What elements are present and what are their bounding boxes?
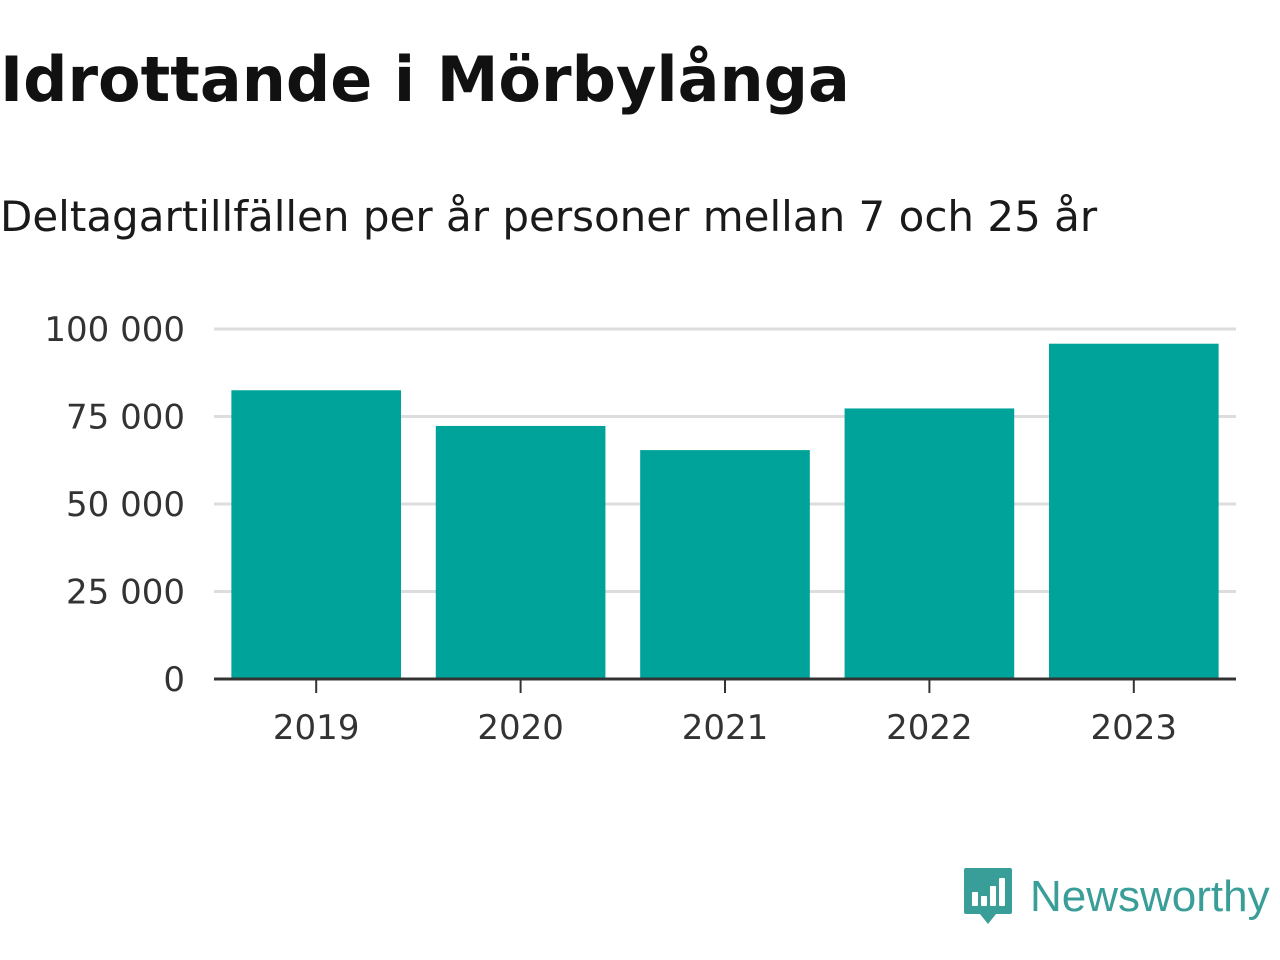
brand-name: Newsworthy xyxy=(1030,872,1270,921)
x-tick-label: 2023 xyxy=(1091,708,1178,748)
x-tick-label: 2020 xyxy=(477,708,564,748)
bar-2021 xyxy=(640,450,810,679)
bar-2020 xyxy=(435,425,606,679)
axis-layer xyxy=(214,677,1236,693)
x-tick-label: 2019 xyxy=(273,708,360,748)
bar-2022 xyxy=(844,408,1015,679)
newsworthy-logo: Newsworthy xyxy=(962,862,1270,932)
y-tick-label: 50 000 xyxy=(66,485,185,525)
y-tick-labels: 0 25 000 50 000 75 000 100 000 xyxy=(44,310,185,700)
y-tick-label: 75 000 xyxy=(66,398,185,438)
x-tick-label: 2022 xyxy=(886,708,973,748)
bar-2019 xyxy=(231,390,402,679)
chart-title: Idrottande i Mörbylånga xyxy=(0,43,850,116)
y-tick-label: 25 000 xyxy=(66,573,185,613)
chart-subtitle: Deltagartillfällen per år personer mella… xyxy=(0,192,1098,241)
x-tick-label: 2021 xyxy=(682,708,769,748)
bar-2023 xyxy=(1048,343,1219,679)
bars-layer xyxy=(231,343,1219,679)
x-tick-labels: 2019 2020 2021 2022 2023 xyxy=(273,708,1177,748)
y-tick-label: 0 xyxy=(163,660,185,700)
bar-chart-speech-bubble-icon xyxy=(964,868,1012,924)
y-tick-label: 100 000 xyxy=(44,310,185,350)
